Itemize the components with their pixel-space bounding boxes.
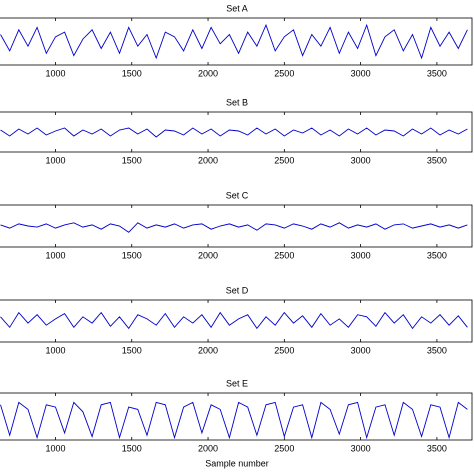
x-tick-label: 3500 <box>427 155 447 165</box>
x-tick-label: 2000 <box>198 443 218 453</box>
panel-title: Set B <box>226 97 248 107</box>
x-tick-label: 3500 <box>427 68 447 78</box>
x-tick-label: 3000 <box>351 155 371 165</box>
x-tick-label: 1500 <box>122 155 142 165</box>
x-tick-label: 3000 <box>351 345 371 355</box>
signal-line <box>0 23 468 60</box>
x-tick-label: 3500 <box>427 443 447 453</box>
x-tick-label: 1000 <box>45 443 65 453</box>
x-tick-label: 2500 <box>274 345 294 355</box>
x-tick-label: 2500 <box>274 250 294 260</box>
x-tick-label: 1500 <box>122 250 142 260</box>
x-tick-label: 3500 <box>427 345 447 355</box>
x-tick-label: 2000 <box>198 155 218 165</box>
x-tick-label: 1000 <box>45 345 65 355</box>
panel-title: Set D <box>226 285 249 295</box>
x-tick-label: 3000 <box>351 250 371 260</box>
x-tick-label: 2500 <box>274 68 294 78</box>
axes-box <box>0 392 473 441</box>
x-tick-label: 1000 <box>45 68 65 78</box>
x-tick-label: 2500 <box>274 443 294 453</box>
signal-line <box>0 311 468 330</box>
signal-line <box>0 127 468 138</box>
x-tick-label: 1500 <box>122 345 142 355</box>
axes-box <box>0 17 473 66</box>
x-axis-label: Sample number <box>205 458 269 468</box>
panel-title: Set E <box>226 378 248 388</box>
x-tick-label: 3500 <box>427 250 447 260</box>
x-tick-label: 1500 <box>122 68 142 78</box>
x-tick-label: 2000 <box>198 345 218 355</box>
signal-line <box>0 222 468 233</box>
panel-title: Set A <box>226 3 248 13</box>
x-tick-label: 2000 <box>198 68 218 78</box>
x-tick-label: 2000 <box>198 250 218 260</box>
x-tick-label: 1000 <box>45 250 65 260</box>
x-tick-label: 3000 <box>351 443 371 453</box>
x-tick-label: 1500 <box>122 443 142 453</box>
x-tick-label: 3000 <box>351 68 371 78</box>
signal-line <box>0 401 468 440</box>
x-tick-label: 2500 <box>274 155 294 165</box>
x-tick-label: 1000 <box>45 155 65 165</box>
axes-box <box>0 111 473 153</box>
panel-title: Set C <box>226 190 249 200</box>
